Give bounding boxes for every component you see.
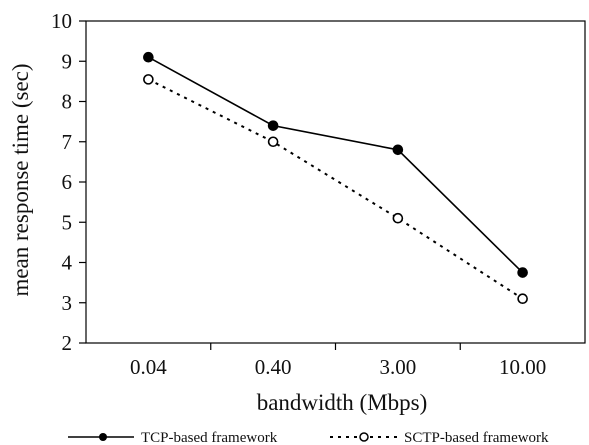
- plot-frame: [85, 20, 586, 344]
- series-0-point-3: [517, 267, 528, 278]
- y-tick-label-6: 8: [62, 90, 73, 114]
- y-tick-label-5: 7: [62, 130, 73, 154]
- x-tick-label-0: 0.04: [130, 355, 167, 379]
- series-1-point-1: [267, 136, 279, 148]
- legend-tcp-marker: [99, 433, 107, 441]
- series-0-point-1: [267, 120, 279, 131]
- series-1-point-2: [392, 212, 404, 224]
- legend-sctp-marker: [359, 432, 369, 442]
- x-tick-label-3: 10.00: [499, 355, 546, 379]
- x-tick-label-2: 3.00: [380, 355, 417, 379]
- y-axis: 2 3 4 5 6 7 8 9 10: [51, 9, 86, 355]
- y-tick-label-0: 2: [62, 331, 73, 355]
- y-tick-label-7: 9: [62, 49, 73, 73]
- y-tick-label-4: 6: [62, 170, 73, 194]
- legend-tcp-label: TCP-based framework: [141, 430, 278, 445]
- y-tick-label-2: 4: [62, 251, 73, 275]
- x-axis: 0.04 0.40 3.00 10.00: [130, 343, 546, 379]
- legend: TCP-based framework SCTP-based framework: [68, 430, 549, 445]
- series-0: [143, 51, 528, 278]
- x-tick-label-1: 0.40: [255, 355, 292, 379]
- series-0-line: [148, 56, 524, 274]
- y-tick-label-1: 3: [62, 291, 73, 315]
- series-1-point-3: [517, 293, 528, 305]
- plot-border: [85, 20, 586, 344]
- series-0-point-2: [392, 144, 404, 156]
- series-1-line: [147, 78, 524, 300]
- series-0-point-0: [143, 51, 154, 63]
- series-1-point-0: [143, 74, 154, 85]
- x-axis-label: bandwidth (Mbps): [257, 390, 428, 415]
- series-layer: [143, 51, 528, 305]
- series-1: [143, 74, 528, 305]
- y-tick-label-8: 10: [51, 9, 72, 33]
- y-tick-label-3: 5: [62, 210, 73, 234]
- legend-sctp-label: SCTP-based framework: [404, 430, 549, 445]
- y-axis-label: mean response time (sec): [8, 63, 33, 296]
